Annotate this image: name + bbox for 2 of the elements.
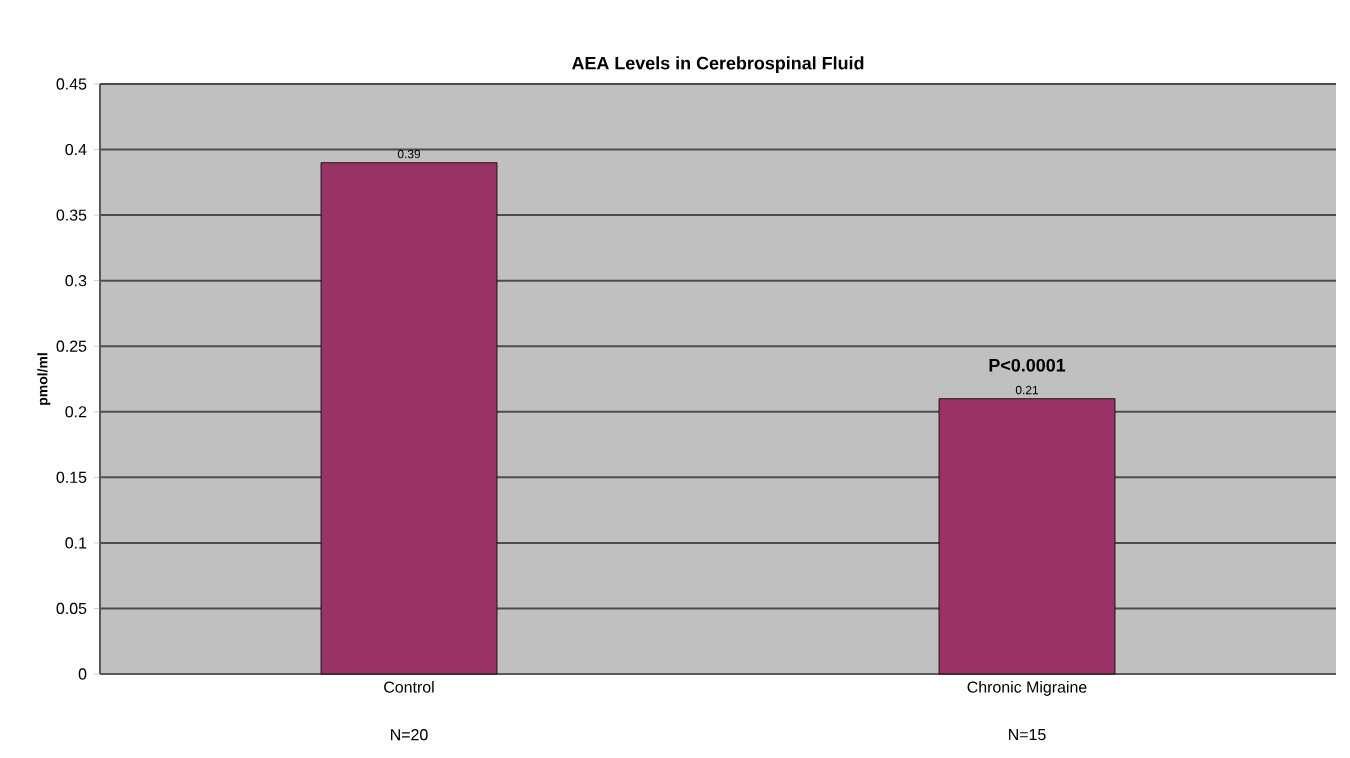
- annotation: P<0.0001: [989, 358, 1066, 372]
- chart-title: AEA Levels in Cerebrospinal Fluid: [571, 56, 864, 73]
